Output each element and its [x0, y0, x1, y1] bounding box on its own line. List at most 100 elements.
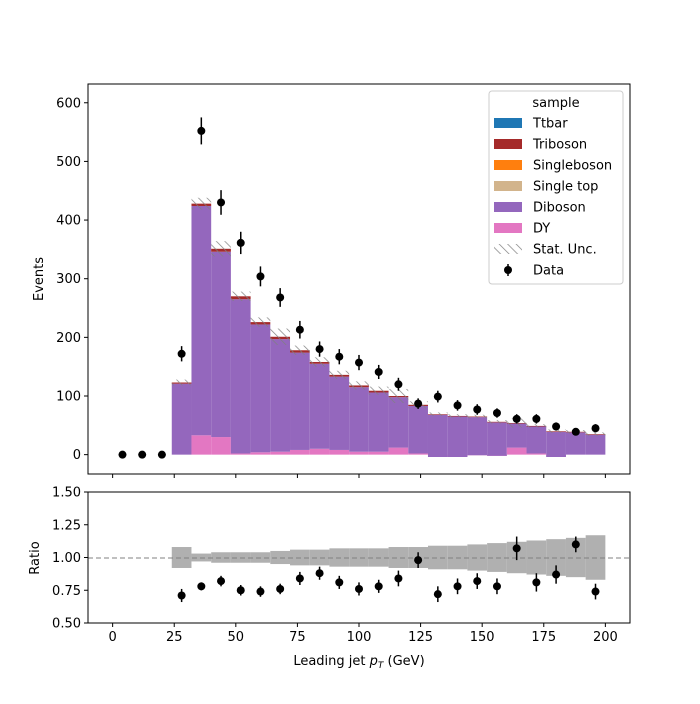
x-tick-label: 75: [289, 630, 306, 645]
y-tick-label: 500: [56, 155, 81, 170]
stat-unc-hatch: [388, 388, 409, 404]
ratio-point: [473, 577, 482, 586]
bar-dy: [329, 449, 350, 455]
data-point: [295, 325, 304, 334]
ratio-point: [295, 574, 304, 583]
data-point: [197, 126, 206, 135]
legend-swatch: [494, 139, 522, 149]
legend-label: Ttbar: [532, 117, 568, 132]
bar-diboson: [487, 422, 507, 456]
ratio-x-axis: 0 25 50 75 100 125 150 175 200: [108, 623, 618, 645]
bar-diboson: [211, 251, 231, 438]
ratio-point: [394, 574, 403, 583]
legend-label: DY: [533, 222, 550, 237]
ratio-y-tick-label: 1.25: [52, 518, 81, 533]
ratio-point: [217, 577, 226, 586]
bar-dy: [309, 448, 330, 455]
ratio-y-tick-label: 0.75: [52, 584, 81, 599]
ratio-point: [177, 591, 186, 600]
bar-dy: [388, 447, 409, 455]
bar-dy: [349, 451, 369, 455]
ratio-points: [177, 536, 600, 603]
stat-unc-hatch: [191, 197, 212, 210]
ratio-unc-rect: [565, 537, 586, 578]
y-tick-label: 0: [73, 448, 81, 463]
data-point: [532, 414, 541, 423]
legend-label: Diboson: [533, 201, 586, 216]
y-tick-label: 300: [56, 272, 81, 287]
bar-diboson: [329, 376, 350, 450]
stat-unc-hatch: [329, 370, 350, 379]
legend-frame: [488, 90, 624, 285]
ratio-unc-rect: [349, 548, 369, 567]
data-point: [394, 380, 403, 389]
legend-swatch: [494, 118, 522, 128]
ratio-point: [276, 584, 285, 593]
bar-diboson: [565, 432, 586, 455]
ratio-point: [532, 578, 541, 587]
bar-dy: [250, 452, 271, 455]
data-point: [335, 352, 344, 361]
stat-unc-hatch: [211, 241, 231, 257]
legend-swatch: [494, 181, 522, 191]
bar-dy: [506, 447, 527, 455]
x-label-math: p: [369, 654, 378, 669]
stat-unc-hatch: [467, 414, 488, 419]
x-tick-label: 100: [347, 630, 372, 645]
data-point: [157, 450, 166, 459]
stat-unc-hatch: [447, 414, 468, 418]
stat-unc-hatch: [526, 424, 547, 428]
data-point: [276, 293, 285, 302]
x-tick-label: 50: [228, 630, 245, 645]
bar-diboson: [290, 352, 310, 450]
ratio-point: [414, 556, 423, 565]
bar-diboson: [388, 397, 409, 448]
legend-label: Data: [533, 264, 564, 279]
ratio-point: [552, 570, 561, 579]
ratio-unc-rect: [211, 552, 231, 563]
main-panel: 0 100 200 300 400 500 600 Events: [32, 83, 631, 478]
bar-diboson: [447, 416, 468, 457]
bar-diboson: [546, 431, 566, 457]
data-point: [256, 272, 265, 281]
legend: sample Ttbar Triboson Singleboson Single to…: [488, 90, 624, 285]
x-axis-label: Leading jet pT (GeV): [293, 654, 424, 671]
data-point: [217, 198, 226, 207]
legend-label: Stat. Unc.: [533, 243, 597, 258]
bar-diboson: [427, 414, 448, 457]
data-point: [512, 414, 521, 423]
x-tick-label: 125: [408, 630, 433, 645]
ratio-unc-rect: [388, 547, 409, 568]
bar-diboson: [309, 363, 330, 449]
ratio-y-tick-label: 1.50: [52, 486, 81, 501]
ratio-point: [433, 590, 442, 599]
data-point: [138, 450, 147, 459]
stat-unc-hatch: [270, 328, 291, 345]
x-tick-label: 200: [593, 630, 618, 645]
ratio-point: [453, 582, 462, 591]
ratio-y-tick-label: 0.50: [52, 617, 81, 632]
ratio-y-label: Ratio: [28, 541, 43, 574]
y-tick-label: 400: [56, 214, 81, 229]
stat-unc-hatch: [250, 317, 271, 327]
legend-swatch-hatch: [494, 244, 522, 254]
data-point: [571, 427, 580, 436]
stat-unc-hatch: [427, 412, 448, 416]
data-point: [453, 401, 462, 410]
data-points: [118, 117, 600, 459]
ratio-unc-rect: [309, 549, 330, 566]
x-label-sub: T: [378, 661, 385, 671]
bar-diboson: [526, 426, 547, 454]
bar-dy: [270, 451, 291, 455]
bar-diboson: [585, 434, 606, 455]
ratio-point: [374, 582, 383, 591]
y-tick-label: 200: [56, 331, 81, 346]
bar-dy: [290, 449, 310, 455]
legend-swatch: [494, 202, 522, 212]
bar-dy: [368, 451, 389, 455]
bar-diboson: [506, 423, 527, 448]
bar-dy: [230, 453, 251, 455]
data-point: [473, 405, 482, 414]
legend-swatch: [494, 160, 522, 170]
